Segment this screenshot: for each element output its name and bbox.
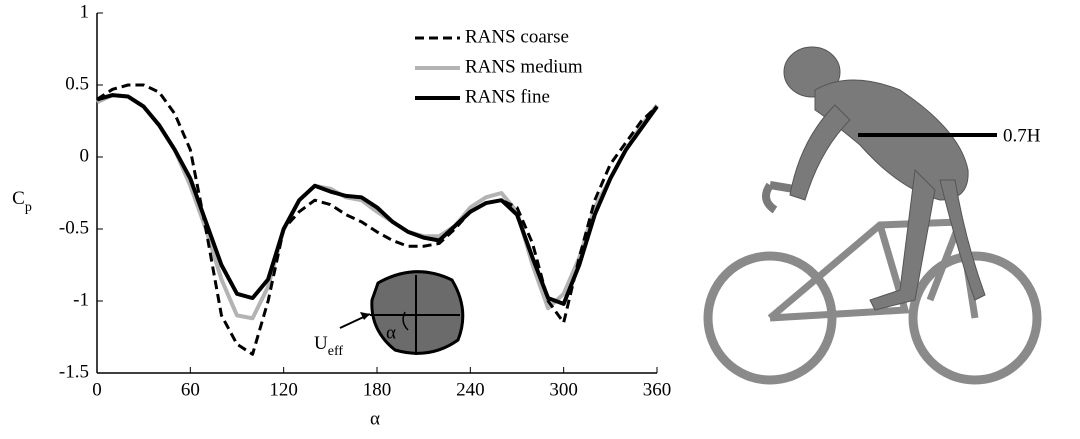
series-line xyxy=(96,93,659,306)
x-tick-label: 0 xyxy=(92,379,102,400)
x-tick-label: 60 xyxy=(181,379,200,400)
rear-wheel xyxy=(703,251,837,385)
y-tick-label: -1 xyxy=(73,289,89,310)
leg-far xyxy=(939,179,986,301)
angle-label: α xyxy=(386,322,396,343)
front-wheel xyxy=(908,251,1042,385)
x-tick-label: 180 xyxy=(363,379,392,400)
x-tick-label: 240 xyxy=(456,379,485,400)
y-tick-label: 0 xyxy=(80,145,90,166)
series-line xyxy=(96,83,659,356)
arrow-head xyxy=(360,312,370,320)
cyclist xyxy=(703,46,1042,385)
flow-main: U xyxy=(314,333,328,354)
y-axis-label-sub: p xyxy=(25,200,32,215)
leg-near xyxy=(869,168,936,311)
torso xyxy=(814,79,969,201)
arm xyxy=(789,104,851,201)
flow-sub: eff xyxy=(328,344,344,359)
y-axis-label-main: C xyxy=(12,188,25,209)
x-axis-label: α xyxy=(370,408,380,429)
legend-label: RANS medium xyxy=(465,56,583,77)
legend-label: RANS fine xyxy=(465,86,550,107)
flow-label: Ueff xyxy=(314,333,343,359)
series-line xyxy=(96,93,659,321)
x-tick-label: 360 xyxy=(643,379,672,400)
y-axis-label: Cp xyxy=(12,188,32,215)
y-tick-label: -0.5 xyxy=(59,217,89,238)
height-label: 0.7H xyxy=(1003,125,1041,146)
cylinder xyxy=(370,270,465,355)
y-tick-label: 0.5 xyxy=(65,73,89,94)
y-tick-label: 1 xyxy=(80,1,90,22)
y-tick-label: -1.5 xyxy=(59,361,89,382)
legend-label: RANS coarse xyxy=(465,26,569,47)
inset: Ueff α xyxy=(314,270,465,359)
angle-arc xyxy=(402,311,409,331)
plot: -1.5 -1 -0.5 0 0.5 1 0 60 120 180 240 300 360 RANS co… xyxy=(59,1,671,400)
x-tick-label: 300 xyxy=(549,379,578,400)
x-tick-label: 120 xyxy=(269,379,298,400)
